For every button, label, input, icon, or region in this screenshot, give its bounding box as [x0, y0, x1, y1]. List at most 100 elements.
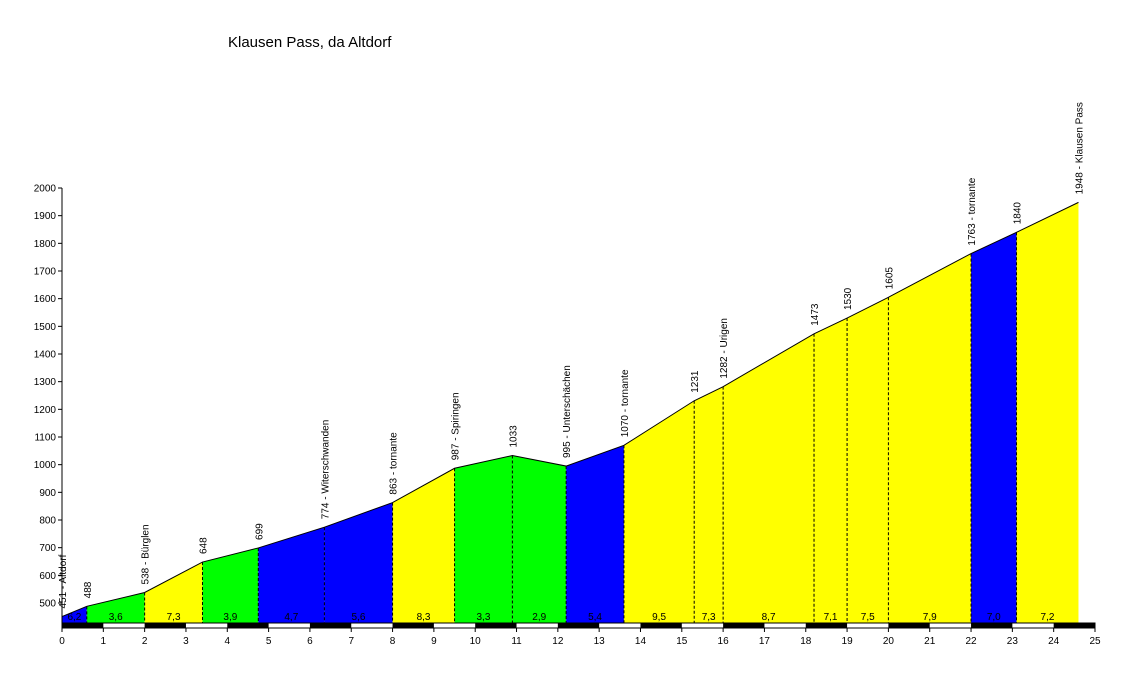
altitude-label: 774 - Witerschwanden — [320, 420, 331, 520]
gradient-label: 7,1 — [824, 612, 838, 623]
profile-segment — [623, 400, 695, 623]
gradient-label: 8,7 — [762, 612, 776, 623]
gradient-label: 7,5 — [861, 612, 875, 623]
x-tick-label: 11 — [511, 636, 522, 647]
y-tick-label: 1700 — [34, 267, 57, 278]
x-tick-label: 4 — [224, 636, 230, 647]
altitude-label: 1948 - Klausen Pass — [1074, 102, 1085, 194]
x-tick-label: 8 — [390, 636, 396, 647]
y-tick-label: 1600 — [34, 294, 57, 305]
x-tick-label: 3 — [183, 636, 189, 647]
profile-segment — [814, 318, 848, 623]
x-tick-label: 10 — [470, 636, 482, 647]
x-tick-label: 20 — [883, 636, 895, 647]
x-tick-label: 24 — [1048, 636, 1060, 647]
y-tick-label: 800 — [39, 516, 56, 527]
profile-segment — [694, 386, 724, 623]
x-axis-bar-block — [309, 623, 352, 628]
x-axis-bar-block — [227, 623, 269, 628]
gradient-label: 7,0 — [987, 612, 1001, 623]
altitude-label: 488 — [83, 581, 94, 598]
x-axis-bar-block — [1053, 623, 1095, 628]
x-tick-label: 12 — [552, 636, 564, 647]
y-tick-label: 900 — [39, 488, 56, 499]
altitude-label: 538 - Bürglen — [141, 524, 152, 584]
profile-segment — [454, 455, 513, 623]
gradient-label: 3,9 — [223, 612, 237, 623]
gradient-label: 3,6 — [109, 612, 123, 623]
profile-segment — [566, 445, 624, 623]
x-tick-label: 22 — [965, 636, 977, 647]
profile-segment — [888, 253, 972, 623]
x-axis-bar-block — [640, 623, 682, 628]
altitude-label: 1840 — [1012, 202, 1023, 225]
x-axis-bar-block — [475, 623, 517, 628]
altitude-label: 1605 — [884, 267, 895, 290]
x-tick-label: 15 — [676, 636, 688, 647]
altitude-label: 1473 — [810, 303, 821, 326]
gradient-label: 6,2 — [67, 612, 81, 623]
altitude-label: 863 - tornante — [389, 432, 400, 495]
y-tick-label: 1100 — [34, 433, 56, 444]
profile-segment — [86, 592, 145, 623]
profile-segment — [971, 232, 1017, 623]
altitude-label: 648 — [198, 537, 209, 554]
x-axis-bar-block — [392, 623, 434, 628]
x-tick-label: 0 — [59, 636, 65, 647]
profile-segment — [202, 547, 259, 623]
gradient-label: 3,3 — [477, 612, 491, 623]
y-tick-label: 2000 — [34, 184, 57, 195]
gradient-label: 7,9 — [923, 612, 937, 623]
x-tick-label: 5 — [266, 636, 272, 647]
x-axis-bar-block — [888, 623, 930, 628]
x-tick-label: 6 — [307, 636, 313, 647]
profile-segment — [144, 562, 203, 623]
x-tick-label: 17 — [759, 636, 771, 647]
x-tick-label: 9 — [431, 636, 437, 647]
profile-segment — [847, 297, 889, 623]
gradient-label: 7,3 — [702, 612, 716, 623]
altitude-label: 699 — [254, 523, 265, 540]
gradient-label: 2,9 — [532, 612, 546, 623]
altitude-label: 1763 - tornante — [967, 177, 978, 245]
y-tick-label: 1900 — [34, 211, 57, 222]
gradient-label: 7,2 — [1041, 612, 1055, 623]
altitude-label: 451 - Altdorf — [58, 554, 69, 608]
x-tick-label: 18 — [800, 636, 812, 647]
x-tick-label: 23 — [1007, 636, 1019, 647]
profile-segment — [723, 333, 815, 623]
profile-segment — [392, 468, 455, 623]
y-tick-label: 1300 — [34, 377, 57, 388]
x-tick-label: 16 — [718, 636, 730, 647]
profile-segment — [1016, 202, 1079, 624]
altitude-label: 1033 — [508, 425, 519, 448]
altitude-label: 1282 - Urigen — [719, 318, 730, 379]
x-tick-label: 2 — [142, 636, 148, 647]
y-tick-label: 1400 — [34, 350, 57, 361]
altitude-label: 995 - Unterschächen — [562, 365, 573, 458]
altitude-label: 1530 — [843, 287, 854, 310]
y-tick-label: 600 — [39, 571, 56, 582]
profile-segment — [324, 502, 393, 623]
gradient-label: 4,7 — [284, 612, 298, 623]
x-tick-label: 25 — [1089, 636, 1101, 647]
gradient-label: 5,4 — [588, 612, 602, 623]
x-tick-label: 21 — [924, 636, 936, 647]
x-axis-bar-block — [723, 623, 765, 628]
x-tick-label: 7 — [348, 636, 354, 647]
gradient-label: 5,6 — [352, 612, 366, 623]
x-axis-bar-block — [805, 623, 848, 628]
x-tick-label: 1 — [101, 636, 107, 647]
gradient-label: 7,3 — [167, 612, 181, 623]
y-tick-label: 1500 — [34, 322, 57, 333]
gradient-label: 8,3 — [417, 612, 431, 623]
profile-segment — [62, 606, 87, 623]
x-axis-bar-block — [144, 623, 186, 628]
gradient-label: 9,5 — [652, 612, 666, 623]
y-tick-label: 1800 — [34, 239, 57, 250]
altitude-label: 987 - Spiringen — [451, 392, 462, 460]
x-axis-bar-block — [62, 623, 104, 628]
y-tick-label: 700 — [39, 543, 56, 554]
x-axis-bar-block — [971, 623, 1013, 628]
chart-title: Klausen Pass, da Altdorf — [228, 34, 392, 51]
